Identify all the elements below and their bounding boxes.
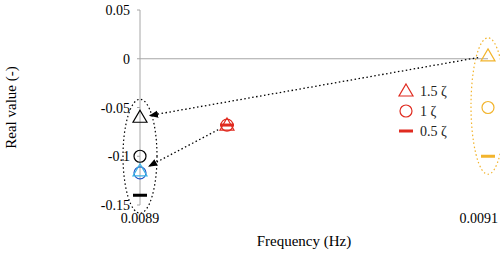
point [481,155,495,158]
legend-label: 0.5 ζ [420,124,447,139]
y-tick [137,58,140,59]
point [133,194,147,197]
zero-line [140,58,488,59]
y-tick-label: 0.05 [106,3,131,18]
group-ellipse [123,99,157,213]
point [133,164,147,176]
y-tick [137,107,140,108]
point [481,49,495,61]
y-tick-label: 0 [123,52,130,67]
x-axis-title: Frequency (Hz) [257,233,352,250]
arrow [149,130,218,167]
y-tick-label: -0.05 [101,101,130,116]
chart: 0.050-0.05-0.1-0.150.00890.0091Frequency… [0,0,500,256]
y-axis-title: Real value (-) [3,66,20,148]
x-tick-label: 0.0091 [460,211,499,226]
legend-symbol [400,105,412,117]
y-tick-label: -0.1 [108,149,130,164]
plot-area [133,49,495,197]
point [134,167,146,179]
point [482,102,494,114]
legend-symbol [399,130,413,133]
point [133,110,147,122]
point [221,119,233,131]
legend-symbol [399,84,413,96]
y-tick [137,10,140,11]
legend-label: 1.5 ζ [420,84,447,99]
y-tick [137,156,140,157]
point [220,118,234,130]
x-tick-label: 0.0089 [121,211,160,226]
y-tick [137,205,140,206]
group-ellipse [471,38,500,174]
legend-label: 1 ζ [420,104,437,119]
point [134,150,146,162]
